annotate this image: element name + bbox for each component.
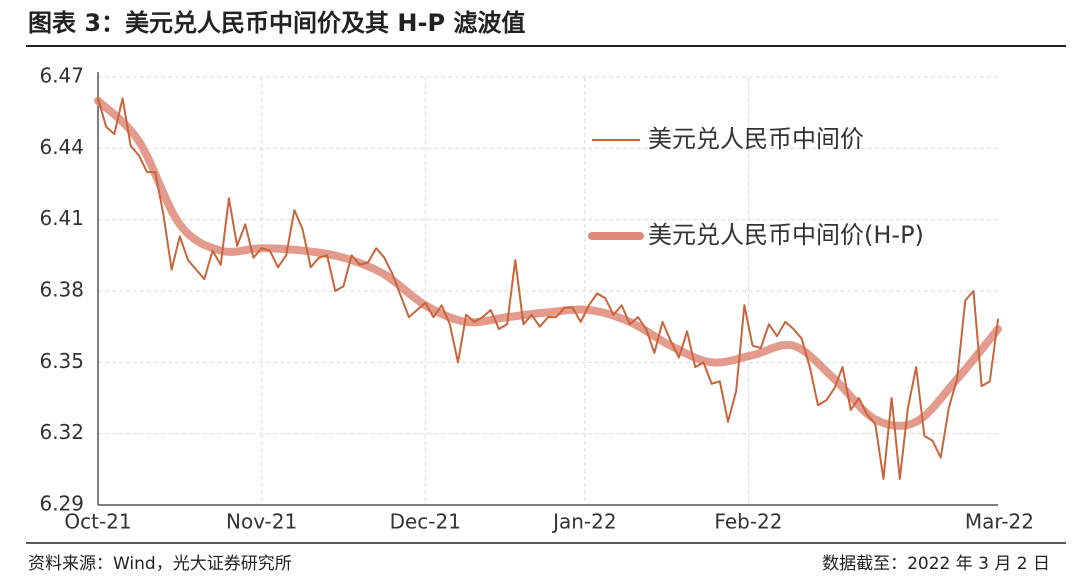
y-tick-label: 6.29 [39,492,84,516]
y-tick-label: 6.38 [39,278,84,302]
date-note: 数据截至：2022 年 3 月 2 日 [822,554,1050,574]
y-tick-label: 6.32 [39,420,84,444]
legend-label: 美元兑人民币中间价 [648,125,864,153]
x-tick-label: Oct-21 [64,510,131,534]
y-tick-label: 6.35 [39,349,84,373]
chart-title: 图表 3：美元兑人民币中间价及其 H-P 滤波值 [28,9,525,37]
series-line [94,96,1002,430]
source: 资料来源：Wind，光大证券研究所 [28,554,292,574]
x-tick-label: Jan-22 [551,510,617,534]
x-tick-label: Nov-21 [226,510,297,534]
y-tick-label: 6.41 [39,206,84,230]
y-tick-label: 6.44 [39,135,84,159]
legend-label: 美元兑人民币中间价(H-P) [648,221,924,249]
y-tick-label: 6.47 [39,64,84,88]
x-tick-label: Feb-22 [714,510,782,534]
x-tick-label: Mar-22 [965,510,1034,534]
series-line [97,97,999,480]
x-tick-label: Dec-21 [390,510,461,534]
